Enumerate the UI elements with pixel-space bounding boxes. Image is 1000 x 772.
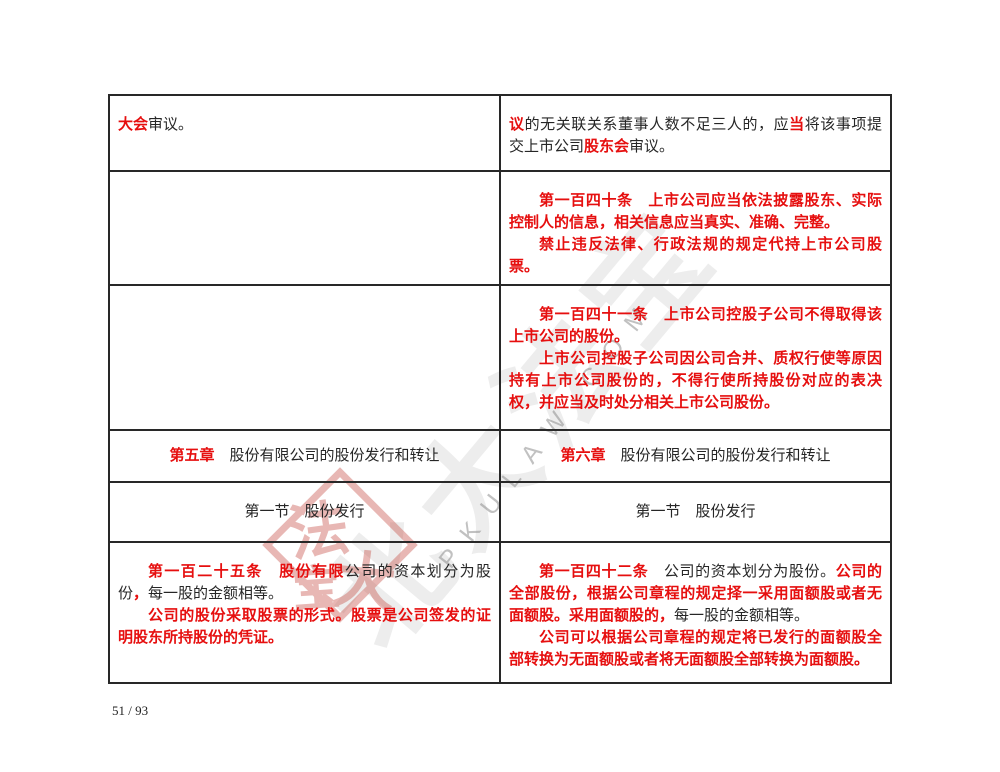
revised-text-run: ， — [133, 586, 149, 602]
table-cell-r2c1 — [108, 170, 501, 286]
revised-text-run: 公司的股份采取股票的形式。股票是公司签发的证明股东所持股份的凭证。 — [118, 608, 491, 646]
text-run: 股份有限公司的股份发行和转让 — [605, 448, 831, 464]
paragraph: 公司的股份采取股票的形式。股票是公司签发的证明股东所持股份的凭证。 — [118, 605, 491, 649]
paragraph: 禁止违反法律、行政法规的规定代持上市公司股票。 — [509, 234, 882, 278]
paragraph: 大会审议。 — [118, 114, 491, 136]
text-run: 每一股的金额相等。 — [148, 586, 284, 602]
revised-text-run: 上市公司控股子公司因公司合并、质权行使等原因持有上市公司股份的，不得行使所持股份… — [509, 351, 882, 411]
page-number: 51 / 93 — [112, 703, 149, 718]
revised-text-run: 第六章 — [560, 448, 606, 464]
revised-text-run: 大会 — [118, 117, 149, 133]
text-run: 股份有限公司的股份发行和转让 — [214, 448, 440, 464]
table-cell-r4c1: 第五章 股份有限公司的股份发行和转让 — [108, 429, 501, 483]
table-row: 第五章 股份有限公司的股份发行和转让 第六章 股份有限公司的股份发行和转让 — [108, 429, 892, 483]
table-row: 第一百四十一条 上市公司控股子公司不得取得该上市公司的股份。上市公司控股子公司因… — [108, 284, 892, 431]
paragraph: 第一百二十五条 股份有限公司的资本划分为股份，每一股的金额相等。 — [118, 561, 491, 605]
revised-text-run: 议 — [509, 117, 525, 133]
table-row: 大会审议。 议的无关联关系董事人数不足三人的，应当将该事项提交上市公司股东会审议。 — [108, 94, 892, 172]
table-cell-r4c2: 第六章 股份有限公司的股份发行和转让 — [499, 429, 892, 483]
revised-text-run: 第一百二十五条 股份有限 — [148, 564, 345, 580]
text-run: 公司的资本划分为股份。 — [648, 564, 836, 580]
paragraph: 公司可以根据公司章程的规定将已发行的面额股全部转换为无面额股或者将无面额股全部转… — [509, 627, 882, 671]
text-run: 公司的资本划分为股份 — [118, 564, 491, 602]
revised-text-run: 禁止违反法律、行政法规的规定代持上市公司股票。 — [509, 237, 882, 275]
revised-text-run: 第五章 — [169, 448, 215, 464]
table-cell-r3c1 — [108, 284, 501, 431]
table-row: 第一节 股份发行 第一节 股份发行 — [108, 481, 892, 543]
paragraph: 上市公司控股子公司因公司合并、质权行使等原因持有上市公司股份的，不得行使所持股份… — [509, 348, 882, 414]
text-run: 的无关联关系董事人数不足三人的，应 — [524, 117, 790, 133]
paragraph: 第一节 股份发行 — [509, 501, 882, 523]
text-run: 审议。 — [148, 117, 194, 133]
revised-text-run: 第一百四十二条 — [539, 564, 649, 580]
table-cell-r6c2: 第一百四十二条 公司的资本划分为股份。公司的全部股份，根据公司章程的规定择一采用… — [499, 541, 892, 684]
table-cell-r2c2: 第一百四十条 上市公司应当依法披露股东、实际控制人的信息，相关信息应当真实、准确… — [499, 170, 892, 286]
table-cell-r6c1: 第一百二十五条 股份有限公司的资本划分为股份，每一股的金额相等。 公司的股份采取股… — [108, 541, 501, 684]
paragraph: 第五章 股份有限公司的股份发行和转让 — [118, 445, 491, 467]
revised-text-run: 第一百四十条 上市公司应当依法披露股东、实际控制人的信息，相关信息应当真实、准确… — [509, 193, 882, 231]
text-run: 第一节 股份发行 — [635, 504, 756, 520]
table-cell-r1c1: 大会审议。 — [108, 94, 501, 172]
revised-text-run: 公司可以根据公司章程的规定将已发行的面额股全部转换为无面额股或者将无面额股全部转… — [509, 630, 882, 668]
table-cell-r5c2: 第一节 股份发行 — [499, 481, 892, 543]
table-cell-r1c2: 议的无关联关系董事人数不足三人的，应当将该事项提交上市公司股东会审议。 — [499, 94, 892, 172]
revised-text-run: 当 — [789, 117, 805, 133]
law-comparison-table: 大会审议。 议的无关联关系董事人数不足三人的，应当将该事项提交上市公司股东会审议。… — [108, 94, 892, 684]
table-row: 第一百四十条 上市公司应当依法披露股东、实际控制人的信息，相关信息应当真实、准确… — [108, 170, 892, 286]
table-row: 第一百二十五条 股份有限公司的资本划分为股份，每一股的金额相等。 公司的股份采取股… — [108, 541, 892, 684]
revised-text-run: 公司的全部股份，根据公司章程的规定择一采用面额股或者无面额股。采用面额股的， — [509, 564, 882, 624]
revised-text-run: 股东会 — [584, 139, 630, 155]
paragraph: 议的无关联关系董事人数不足三人的，应当将该事项提交上市公司股东会审议。 — [509, 114, 882, 158]
table-cell-r3c2: 第一百四十一条 上市公司控股子公司不得取得该上市公司的股份。上市公司控股子公司因… — [499, 284, 892, 431]
text-run: 将该事项提交上市公司 — [509, 117, 882, 155]
paragraph: 第一百四十二条 公司的资本划分为股份。公司的全部股份，根据公司章程的规定择一采用… — [509, 561, 882, 627]
paragraph: 第一百四十一条 上市公司控股子公司不得取得该上市公司的股份。 — [509, 304, 882, 348]
text-run: 审议。 — [629, 139, 675, 155]
table-cell-r5c1: 第一节 股份发行 — [108, 481, 501, 543]
paragraph: 第六章 股份有限公司的股份发行和转让 — [509, 445, 882, 467]
text-run: 每一股的金额相等。 — [674, 608, 810, 624]
paragraph: 第一节 股份发行 — [118, 501, 491, 523]
text-run: 第一节 股份发行 — [244, 504, 365, 520]
revised-text-run: 第一百四十一条 上市公司控股子公司不得取得该上市公司的股份。 — [509, 307, 882, 345]
paragraph: 第一百四十条 上市公司应当依法披露股东、实际控制人的信息，相关信息应当真实、准确… — [509, 190, 882, 234]
